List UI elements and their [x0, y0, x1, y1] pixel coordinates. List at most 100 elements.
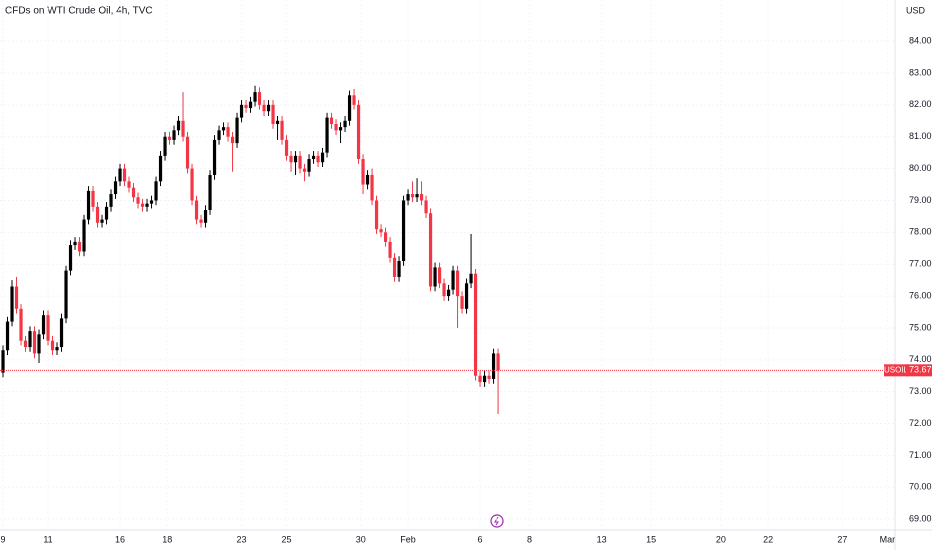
candle-body: [374, 200, 379, 230]
candle-body: [410, 194, 415, 198]
candle-body: [424, 200, 428, 214]
candle-body: [95, 206, 100, 223]
candle-body: [158, 155, 163, 182]
candle-body: [91, 190, 95, 207]
candle-body: [482, 375, 487, 383]
y-tick-label: 76.00: [909, 290, 932, 300]
y-tick-label: 71.00: [909, 450, 932, 460]
candle-body: [100, 219, 104, 223]
candle-body: [104, 206, 109, 220]
candle-body: [226, 127, 230, 137]
candle-body: [406, 194, 410, 201]
x-tick-label: 6: [478, 534, 483, 544]
candle-body: [329, 117, 334, 124]
x-tick-label: 23: [237, 534, 247, 544]
candle-body: [19, 308, 23, 341]
y-tick-label: 73.00: [909, 386, 932, 396]
candle-body: [257, 92, 262, 105]
x-tick-label: Feb: [400, 534, 416, 544]
currency-label: USD: [906, 5, 926, 15]
candle-body: [473, 273, 478, 376]
price-badge: [906, 364, 932, 377]
candle-body: [370, 174, 374, 201]
candle-body: [172, 130, 176, 140]
candle-body: [230, 136, 235, 144]
candle-body: [82, 219, 86, 252]
candle-body: [59, 318, 64, 348]
candle-body: [392, 257, 397, 277]
candle-body: [343, 120, 347, 128]
candle-body: [127, 181, 131, 188]
y-tick-label: 82.00: [909, 99, 932, 109]
y-tick-label: 77.00: [909, 259, 932, 269]
candle-body: [14, 286, 19, 309]
y-tick-label: 69.00: [909, 514, 932, 524]
x-tick-label: 15: [646, 534, 656, 544]
candle-body: [86, 190, 91, 220]
candle-body: [37, 334, 41, 354]
candle-body: [455, 270, 460, 297]
candle-body: [487, 375, 491, 379]
candle-body: [365, 174, 370, 185]
candle-body: [199, 219, 203, 223]
x-tick-label: Mar: [880, 534, 896, 544]
y-tick-label: 83.00: [909, 67, 932, 77]
symbol-label: USOIL: [884, 365, 909, 374]
x-tick-label: 13: [597, 534, 607, 544]
candle-body: [113, 181, 118, 195]
candle-body: [109, 194, 113, 207]
x-tick-label: 25: [282, 534, 292, 544]
current-price-label: 73.67: [909, 365, 932, 375]
candle-body: [298, 155, 302, 169]
candle-body: [140, 203, 145, 207]
candle-body: [131, 187, 136, 198]
candle-body: [289, 155, 293, 163]
candle-body: [284, 139, 289, 156]
candle-body: [478, 375, 482, 383]
candle-body: [397, 261, 401, 277]
candle-body: [415, 194, 419, 198]
x-tick-label: 18: [162, 534, 172, 544]
candle-body: [185, 136, 190, 169]
candle-body: [428, 213, 433, 287]
candle-body: [145, 203, 149, 207]
chart-title: CFDs on WTI Crude Oil, 4h, TVC: [5, 6, 153, 17]
x-tick-label: 16: [115, 534, 125, 544]
candle-body: [266, 104, 271, 112]
y-tick-label: 74.00: [909, 354, 932, 364]
candle-body: [316, 155, 320, 163]
candle-body: [361, 159, 365, 185]
candle-body: [383, 232, 388, 242]
candle-body: [275, 120, 280, 124]
candle-body: [68, 245, 73, 271]
candle-body: [307, 159, 311, 172]
candle-body: [235, 117, 239, 144]
candle-body: [469, 273, 473, 284]
candle-body: [32, 331, 37, 354]
candle-body: [163, 136, 167, 156]
candle-body: [64, 270, 68, 319]
candle-body: [491, 353, 496, 379]
candle-body: [347, 95, 352, 121]
candle-body: [271, 104, 275, 124]
y-tick-label: 75.00: [909, 322, 932, 332]
x-tick-label: 20: [716, 534, 726, 544]
candle-body: [253, 92, 257, 102]
candle-body: [433, 267, 437, 287]
y-tick-label: 78.00: [909, 227, 932, 237]
candle-body: [325, 117, 329, 153]
y-tick-label: 84.00: [909, 35, 932, 45]
candle-body: [442, 283, 446, 297]
candle-body: [77, 241, 82, 252]
x-tick-label: 8: [527, 534, 532, 544]
candle-body: [388, 241, 392, 258]
candle-body: [451, 270, 455, 290]
candle-body: [50, 340, 55, 351]
candle-body: [194, 200, 199, 220]
candle-body: [10, 286, 14, 322]
candle-body: [208, 174, 212, 211]
candle-body: [262, 104, 266, 112]
candle-body: [320, 152, 325, 163]
candle-body: [302, 168, 307, 172]
candle-body: [419, 194, 424, 201]
